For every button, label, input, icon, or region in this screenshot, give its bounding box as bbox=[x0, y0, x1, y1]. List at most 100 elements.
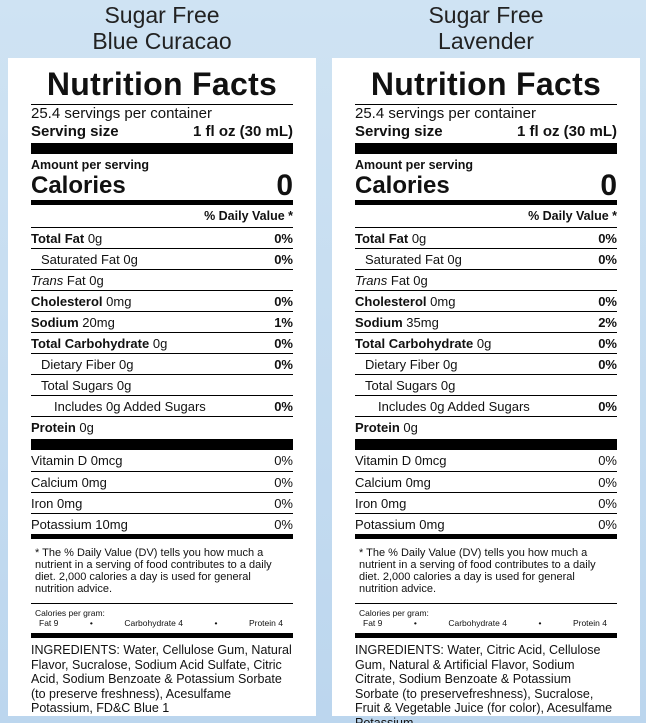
nutrient-row: Total Sugars 0g bbox=[355, 374, 617, 395]
nutrient-row: Protein 0g bbox=[355, 416, 617, 437]
nutrient-row: Sodium 35mg 2% bbox=[355, 311, 617, 332]
nutrition-panel: Nutrition Facts 25.4 servings per contain… bbox=[8, 58, 316, 716]
nutrient-amount: Fat 0g bbox=[390, 273, 428, 288]
nutrient-amount: Fat 0g bbox=[66, 273, 104, 288]
vitamin-name: Potassium 10mg bbox=[31, 517, 128, 532]
nutrient-name: Cholesterol bbox=[355, 294, 427, 309]
nutrient: Total Sugars 0g bbox=[355, 375, 455, 395]
cpg-item: Carbohydrate 4 bbox=[124, 618, 183, 628]
nutrient: Sodium 35mg bbox=[355, 312, 439, 332]
vitamin-dv: 0% bbox=[598, 517, 617, 532]
nutrient-row: Dietary Fiber 0g 0% bbox=[355, 353, 617, 374]
nutrient: Dietary Fiber 0g bbox=[31, 354, 133, 374]
ingredients: INGREDIENTS: Water, Citric Acid, Cellulo… bbox=[355, 643, 613, 723]
serving-size-label: Serving size bbox=[355, 123, 443, 140]
nutrient-row: Includes 0g Added Sugars 0% bbox=[355, 395, 617, 416]
footnote: * The % Daily Value (DV) tells you how m… bbox=[31, 539, 293, 604]
medium-rule bbox=[31, 633, 293, 638]
nutrient-amount: 20mg bbox=[82, 315, 115, 330]
serving-size-value: 1 fl oz (30 mL) bbox=[516, 123, 617, 140]
nutrient-row: Total Carbohydrate 0g 0% bbox=[355, 332, 617, 353]
dv-header: % Daily Value * bbox=[204, 209, 293, 223]
nutrient-row: Total Fat 0g 0% bbox=[31, 227, 293, 248]
nutrient-row: Cholesterol 0mg 0% bbox=[31, 290, 293, 311]
cpg-item: Protein 4 bbox=[248, 618, 283, 628]
nutrient-amount: 0g bbox=[411, 231, 427, 246]
nutrient-name: Total Carbohydrate bbox=[355, 336, 474, 351]
vitamin-dv: 0% bbox=[598, 496, 617, 511]
nutrient-row: Total Sugars 0g bbox=[31, 374, 293, 395]
nutrient: Sodium 20mg bbox=[31, 312, 115, 332]
nutrient-row: Trans Fat 0g bbox=[355, 269, 617, 290]
nutrient: Saturated Fat 0g bbox=[31, 249, 138, 269]
cpg-item: Fat 9 bbox=[39, 618, 59, 628]
nutrient-row: Saturated Fat 0g 0% bbox=[355, 248, 617, 269]
thick-rule bbox=[355, 439, 617, 450]
nutrient-dv: 1% bbox=[274, 315, 293, 330]
nutrient: Total Fat 0g bbox=[31, 228, 102, 248]
nutrient-dv: 0% bbox=[598, 294, 617, 309]
nutrient-row: Includes 0g Added Sugars 0% bbox=[31, 395, 293, 416]
medium-rule bbox=[355, 200, 617, 205]
nutrient-row: Saturated Fat 0g 0% bbox=[31, 248, 293, 269]
vitamin-row: Calcium 0mg 0% bbox=[31, 471, 293, 492]
nutrient-dv: 0% bbox=[274, 399, 293, 414]
vitamin-row: Calcium 0mg 0% bbox=[355, 471, 617, 492]
vitamin-row: Iron 0mg 0% bbox=[355, 492, 617, 513]
nutrient-amount: 0g bbox=[152, 336, 168, 351]
title-line: Lavender bbox=[438, 28, 534, 54]
heading: Nutrition Facts bbox=[31, 64, 293, 105]
nutrition-panel: Nutrition Facts 25.4 servings per contain… bbox=[332, 58, 640, 723]
nutrient: Trans Fat 0g bbox=[31, 270, 104, 290]
cpg-label: Calories per gram: bbox=[359, 608, 429, 618]
calories-value: 0 bbox=[600, 169, 617, 202]
nutrient-name: Saturated Fat 0g bbox=[41, 252, 138, 267]
calories-label: Calories bbox=[355, 172, 450, 199]
vitamin-dv: 0% bbox=[274, 475, 293, 490]
nutrient: Protein 0g bbox=[355, 417, 418, 437]
title-line: Sugar Free bbox=[428, 2, 544, 28]
nutrient-row: Cholesterol 0mg 0% bbox=[355, 290, 617, 311]
nutrient-row: Dietary Fiber 0g 0% bbox=[31, 353, 293, 374]
amount-per-serving: Amount per serving bbox=[31, 158, 150, 172]
separator: • bbox=[214, 618, 218, 628]
servings: 25.4 servings per container bbox=[355, 105, 536, 122]
separator: • bbox=[538, 618, 542, 628]
nutrient-name: Total Sugars 0g bbox=[365, 378, 456, 393]
product-title: Sugar Free Blue Curacao bbox=[7, 2, 317, 54]
nutrient-dv: 0% bbox=[274, 336, 293, 351]
vitamin-name: Potassium 0mg bbox=[355, 517, 445, 532]
thick-rule bbox=[31, 439, 293, 450]
nutrient-name: Saturated Fat 0g bbox=[365, 252, 462, 267]
nutrient-row: Trans Fat 0g bbox=[31, 269, 293, 290]
nutrient-name: Sodium bbox=[31, 315, 79, 330]
nutrient-name: Total Carbohydrate bbox=[31, 336, 150, 351]
calories: Calories 0 bbox=[355, 169, 617, 202]
heading: Nutrition Facts bbox=[355, 64, 617, 105]
cpg-label: Calories per gram: bbox=[35, 608, 105, 618]
nutrient-dv: 2% bbox=[598, 315, 617, 330]
vitamin-name: Iron 0mg bbox=[355, 496, 407, 511]
nutrient-amount: 0g bbox=[476, 336, 492, 351]
amount-per-serving: Amount per serving bbox=[355, 158, 474, 172]
nutrient-row: Total Fat 0g 0% bbox=[355, 227, 617, 248]
medium-rule bbox=[31, 200, 293, 205]
nutrient-name: Total Fat bbox=[355, 231, 409, 246]
nutrient: Cholesterol 0mg bbox=[31, 291, 131, 311]
medium-rule bbox=[355, 534, 617, 539]
nutrient: Total Sugars 0g bbox=[31, 375, 131, 395]
nutrient-name: Trans bbox=[355, 273, 388, 288]
nutrient-amount: 0g bbox=[79, 420, 94, 435]
nutrient: Protein 0g bbox=[31, 417, 94, 437]
vitamin-row: Vitamin D 0mcg 0% bbox=[355, 450, 617, 471]
nutrient: Total Fat 0g bbox=[355, 228, 426, 248]
vitamin-row: Potassium 0mg 0% bbox=[355, 513, 617, 534]
thick-rule bbox=[31, 143, 293, 154]
vitamin-dv: 0% bbox=[274, 453, 293, 468]
dv-header: % Daily Value * bbox=[528, 209, 617, 223]
nutrient-name: Protein bbox=[355, 420, 400, 435]
nutrient-dv: 0% bbox=[274, 231, 293, 246]
nutrient-name: Protein bbox=[31, 420, 76, 435]
nutrient-dv: 0% bbox=[274, 252, 293, 267]
separator: • bbox=[413, 618, 417, 628]
